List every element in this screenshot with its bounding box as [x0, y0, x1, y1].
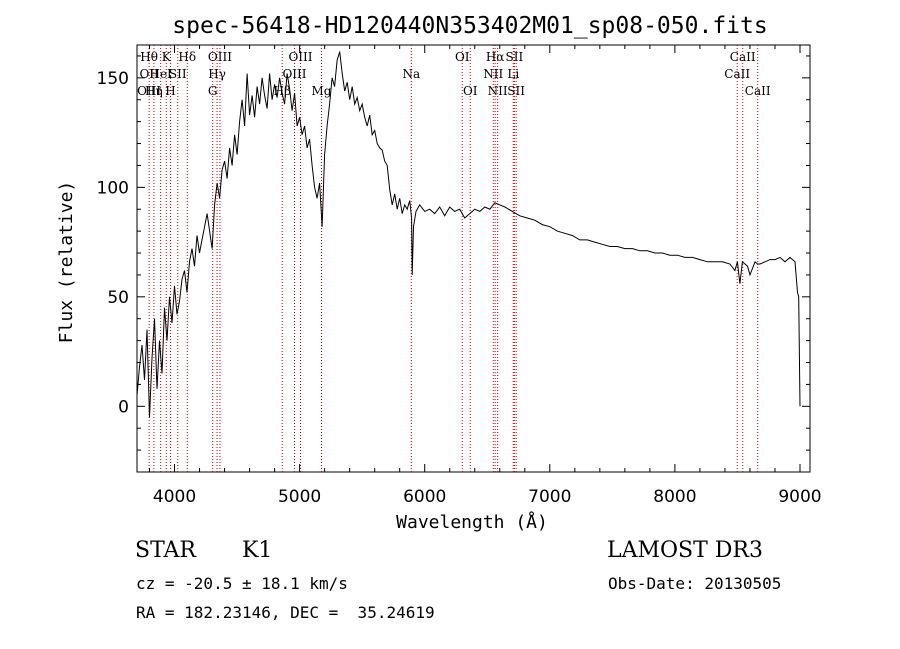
y-axis-label: Flux (relative) — [56, 181, 77, 344]
line-label: CaII — [745, 84, 771, 98]
line-label: OIII — [288, 50, 312, 64]
line-label: Mg — [312, 84, 332, 98]
emission-line-labels: HθOIIOIIIHηHeIKHSIIHδGHγOIIIHβOIIIOIIIMg… — [137, 50, 771, 98]
line-label: Hη — [145, 84, 163, 98]
line-label: OIII — [282, 67, 306, 81]
line-label: H — [165, 84, 175, 98]
line-label: NII — [483, 67, 503, 81]
line-label: Hθ — [140, 50, 158, 64]
x-tick-label: 5000 — [278, 487, 321, 507]
line-label: CaII — [724, 67, 750, 81]
y-tick-label: 150 — [97, 69, 129, 89]
chart-title: spec-56418-HD120440N353402M01_sp08-050.f… — [172, 13, 767, 39]
line-label: HeI — [149, 67, 172, 81]
line-label: Hα — [486, 50, 505, 64]
subclass-label: K1 — [242, 538, 273, 563]
line-label: OI — [463, 84, 478, 98]
x-axis-ticks: 4000 5000 6000 7000 8000 9000 — [149, 45, 822, 507]
obs-date-readout: Obs-Date: 20130505 — [608, 574, 782, 593]
x-axis-label: Wavelength (Å) — [396, 511, 548, 533]
line-label: OIII — [208, 50, 232, 64]
radec-readout: RA = 182.23146, DEC = 35.24619 — [136, 603, 435, 622]
y-tick-label: 0 — [118, 397, 129, 417]
line-label: K — [162, 50, 172, 64]
line-label: Hγ — [208, 67, 226, 81]
class-label: STAR — [135, 538, 196, 563]
survey-label: LAMOST DR3 — [607, 538, 763, 563]
x-tick-label: 9000 — [778, 487, 821, 507]
line-label: OI — [455, 50, 470, 64]
plot-frame — [136, 44, 811, 473]
x-tick-label: 7000 — [528, 487, 571, 507]
emission-line-markers — [148, 45, 759, 472]
x-tick-label: 4000 — [153, 487, 196, 507]
line-label: NII — [488, 84, 508, 98]
line-label: OIII — [137, 84, 161, 98]
cz-readout: cz = -20.5 ± 18.1 km/s — [136, 574, 348, 593]
line-label: CaII — [730, 50, 756, 64]
line-label: SII — [507, 84, 525, 98]
line-label: Hδ — [178, 50, 196, 64]
y-tick-label: 50 — [107, 288, 129, 308]
y-tick-label: 100 — [97, 178, 129, 198]
line-label: SII — [169, 67, 187, 81]
line-label: Na — [403, 67, 421, 81]
line-label: Li — [507, 67, 519, 81]
line-label: G — [208, 84, 218, 98]
x-tick-label: 8000 — [653, 487, 696, 507]
spectrum-line — [136, 51, 801, 418]
x-tick-label: 6000 — [403, 487, 446, 507]
y-axis-ticks: 0 50 100 150 — [97, 55, 810, 473]
line-label: SII — [506, 50, 524, 64]
